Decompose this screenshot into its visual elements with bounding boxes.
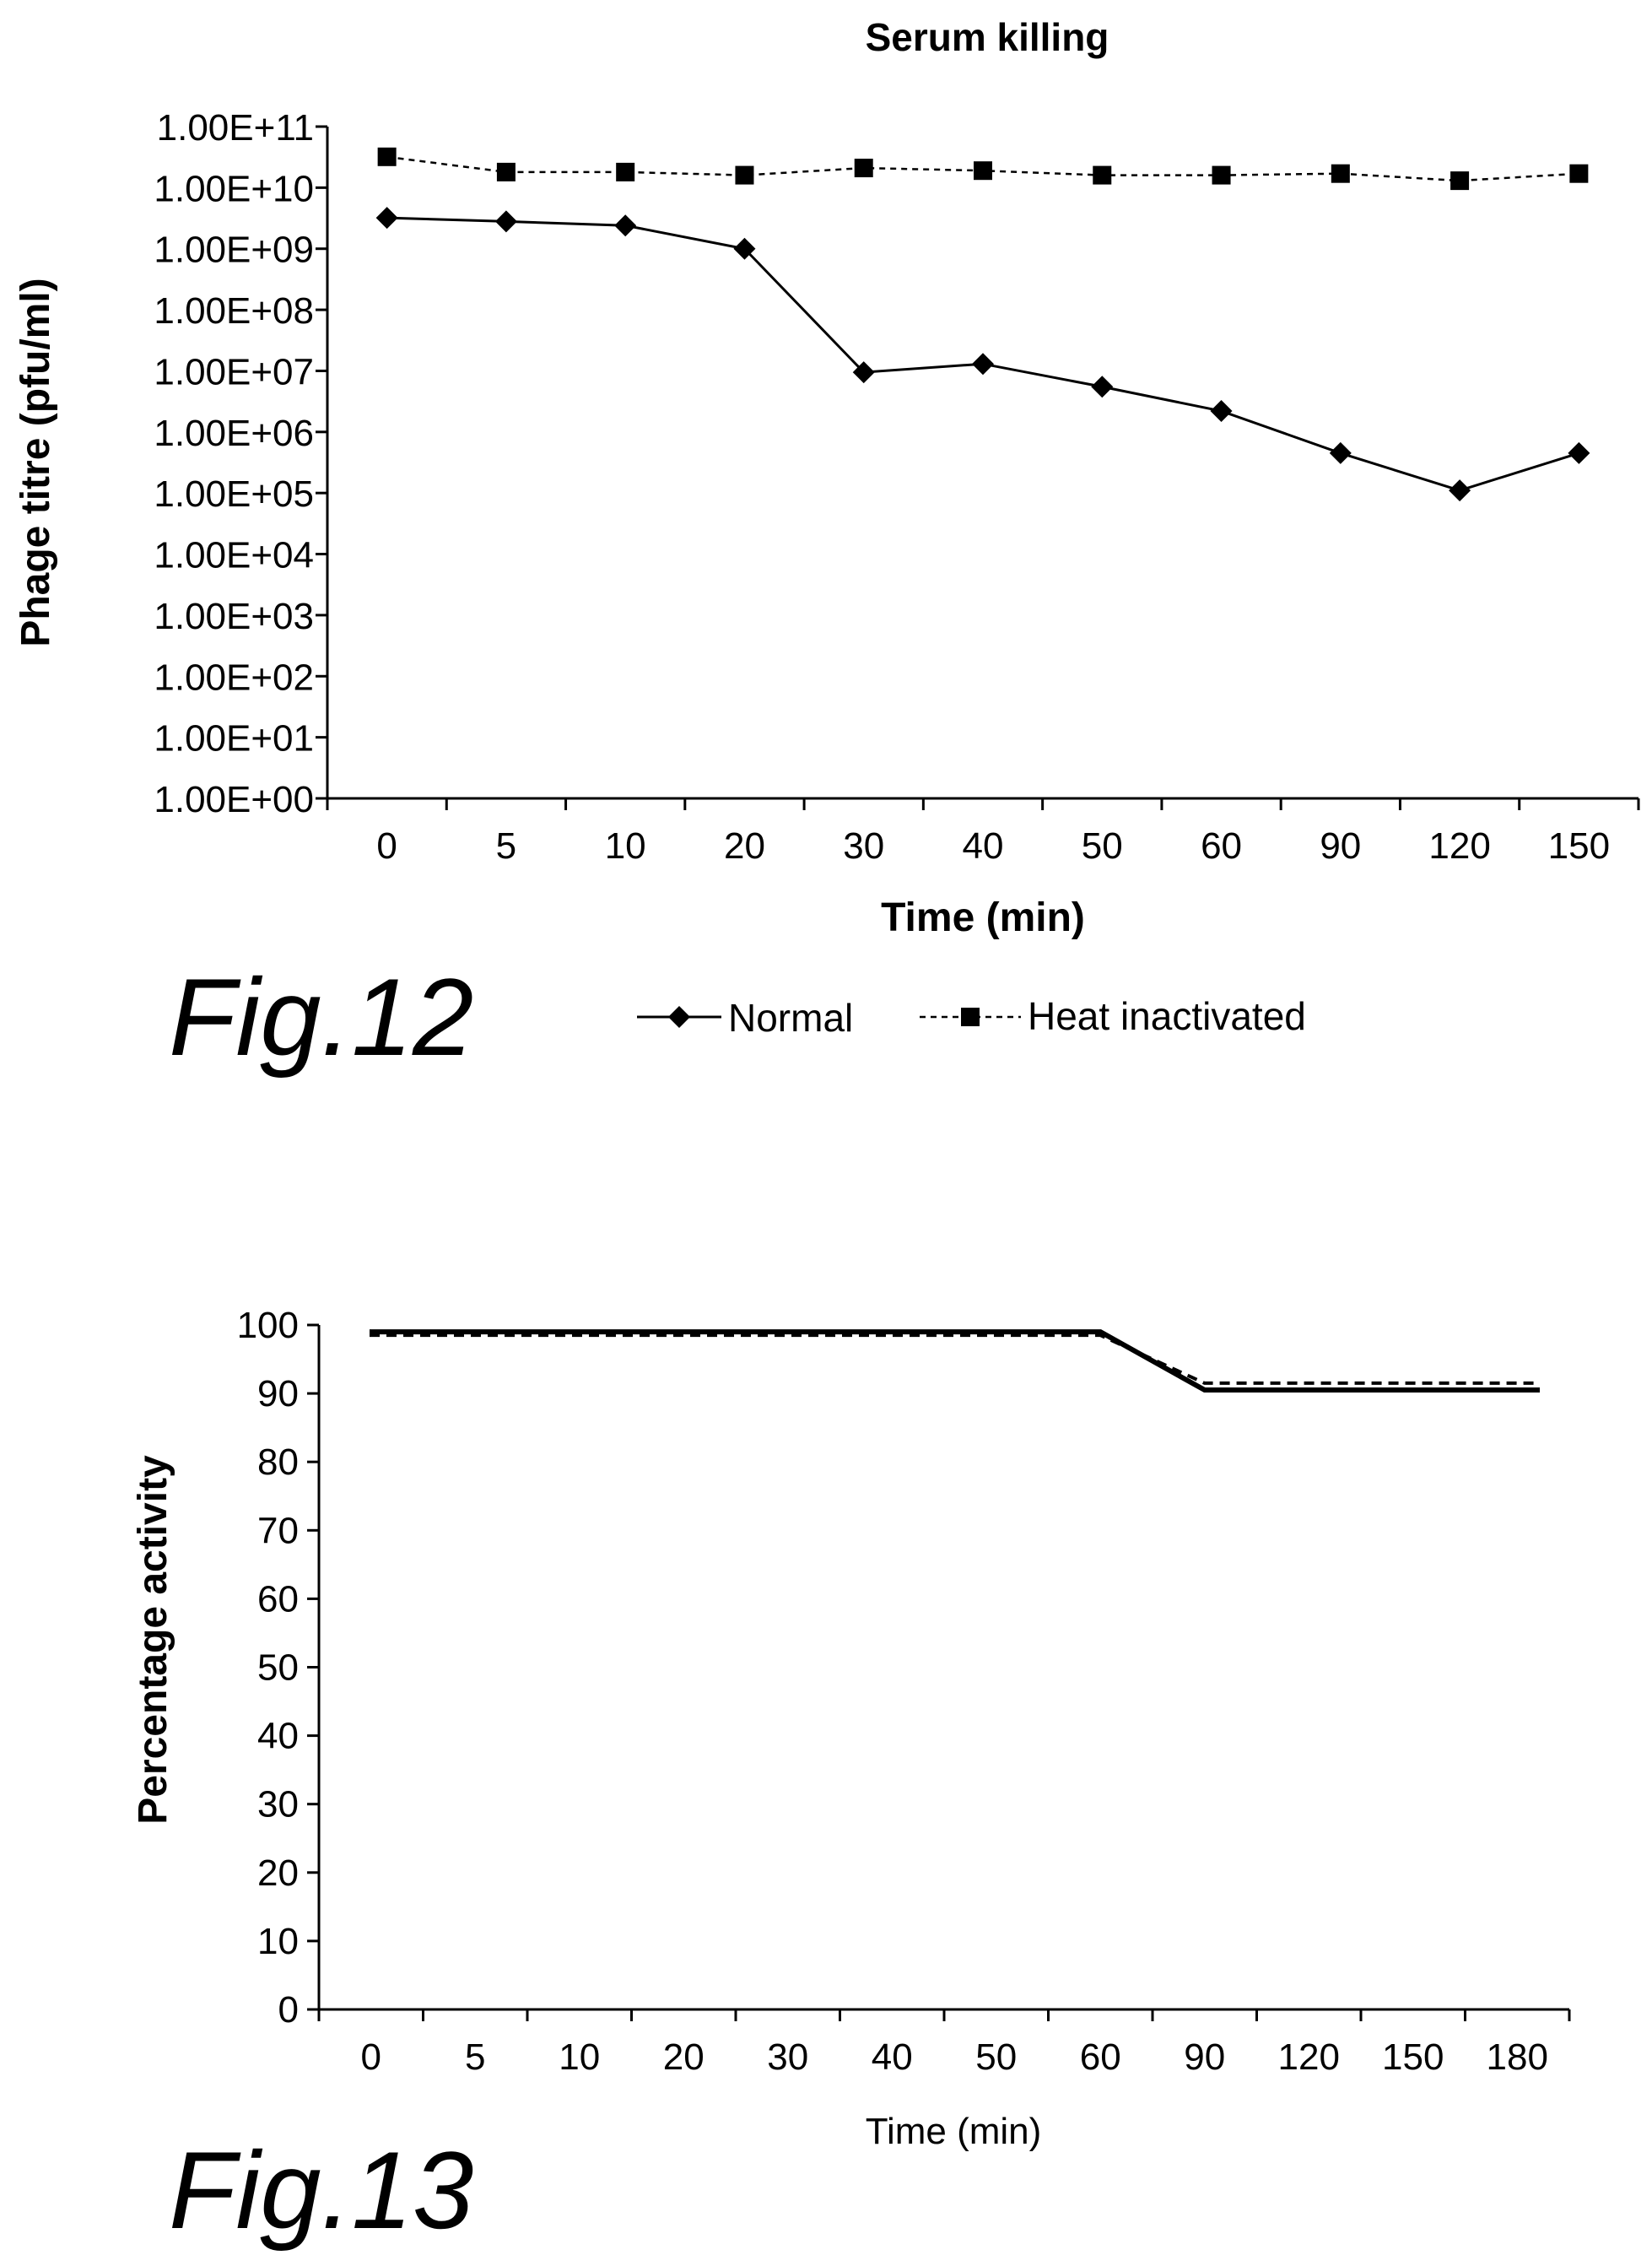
fig13-series [370,1329,1540,1393]
fig13-y-tick-label: 30 [257,1784,299,1825]
fig12-point-normal [852,361,875,384]
fig12-x-tick-label: 10 [605,825,646,867]
fig12-y-ticks: 1.00E+00 1.00E+01 1.00E+02 1.00E+03 1.00E+04… [154,107,327,820]
fig12-x-tick-label: 150 [1548,825,1610,867]
fig12-point-heat-inactivated [1569,164,1589,183]
fig13-figure-label: Fig.13 [169,2128,473,2252]
fig12-y-tick-label: 1.00E+11 [157,107,314,149]
fig12-point-normal [494,210,517,233]
fig13-y-tick-label: 20 [257,1852,299,1894]
fig12-point-heat-inactivated [616,162,635,181]
fig12-point-heat-inactivated [1212,165,1231,185]
fig12-y-tick-label: 1.00E+07 [154,351,314,392]
fig13-series-line-2 [370,1333,1540,1385]
fig12-y-tick-label: 1.00E+04 [154,535,314,576]
fig12-series [375,147,1590,502]
fig13-y-tick-label: 100 [237,1305,299,1346]
fig12-point-heat-inactivated [974,161,992,181]
fig13-x-tick-label: 180 [1487,2036,1548,2078]
fig12-point-normal [1091,376,1114,398]
fig12-x-tick-label: 20 [724,825,765,867]
fig12-x-ticks: 0 5 10 20 30 40 50 60 90 120 150 [326,798,1640,867]
fig13-y-tick-label: 40 [257,1716,299,1757]
fig13-x-tick-label: 0 [361,2036,381,2078]
fig13-x-tick-label: 90 [1184,2036,1225,2078]
fig13-y-axis-title: Percentage activity [131,1455,175,1825]
fig12-x-axis-title: Time (min) [881,895,1085,940]
fig13-x-tick-label: 20 [663,2036,705,2078]
fig13-y-tick-label: 0 [278,1989,299,2031]
fig13-x-tick-label: 30 [767,2036,808,2078]
fig13-y-tick-label: 60 [257,1578,299,1620]
fig13-y-tick-label: 10 [257,1921,299,1962]
legend-heat-label: Heat inactivated [1028,994,1306,1038]
fig13-y-tick-label: 50 [257,1647,299,1689]
fig12-x-tick-label: 60 [1201,825,1242,867]
fig12-y-tick-label: 1.00E+02 [154,657,314,698]
legend-heat-marker [961,1008,980,1026]
fig13-x-axis-title: Time (min) [866,2111,1042,2152]
fig12-x-tick-label: 90 [1320,825,1361,867]
fig12-x-tick-label: 40 [963,825,1004,867]
fig12-y-tick-label: 1.00E+03 [154,596,314,637]
legend-item-heat-inactivated: Heat inactivated [920,994,1306,1038]
fig12-y-tick-label: 1.00E+00 [154,779,314,820]
fig13-x-tick-label: 40 [872,2036,913,2078]
fig12-x-tick-label: 120 [1428,825,1490,867]
fig13-y-tick-label: 90 [257,1373,299,1414]
fig12-point-normal [1329,441,1352,464]
fig13-y-tick-label: 80 [257,1441,299,1483]
legend-normal-label: Normal [728,996,853,1040]
fig13-y-ticks: 0 10 20 30 40 50 60 70 80 90 100 [237,1305,319,2031]
fig12-point-heat-inactivated [1450,171,1470,191]
fig12-point-heat-inactivated [1331,164,1350,183]
fig12-point-normal [375,207,398,230]
fig12-y-tick-label: 1.00E+01 [154,718,314,760]
fig12-y-tick-label: 1.00E+09 [154,230,314,271]
fig12-point-heat-inactivated [1093,165,1112,185]
fig12-x-tick-label: 0 [376,825,397,867]
fig13-x-ticks: 0 5 10 20 30 40 50 60 90 120 150 180 [317,2009,1571,2078]
fig12-legend: Normal Heat inactivated [637,994,1306,1040]
fig12-x-tick-label: 5 [496,825,516,867]
fig12-series-normal [375,207,1590,502]
fig12-point-normal [1568,441,1590,464]
fig12-chart-title: Serum killing [866,15,1109,59]
fig13-chart: 0 10 20 30 40 50 60 70 80 90 100 0 5 10 20 30 40 50 60 90 1… [131,1305,1571,2252]
fig12-y-tick-label: 1.00E+10 [154,168,314,209]
fig12-point-normal [1210,400,1233,423]
fig13-x-tick-label: 150 [1382,2036,1444,2078]
fig13-x-tick-label: 10 [559,2036,600,2078]
fig13-x-tick-label: 50 [975,2036,1017,2078]
fig12-point-normal [1449,479,1471,502]
legend-item-normal: Normal [637,996,853,1040]
fig12-point-normal [972,353,994,376]
fig12-y-axis-title: Phage titre (pfu/ml) [13,278,58,646]
fig13-x-tick-label: 60 [1080,2036,1121,2078]
fig12-y-tick-label: 1.00E+06 [154,413,314,454]
fig12-point-heat-inactivated [854,159,873,178]
fig12-y-tick-label: 1.00E+05 [154,473,314,515]
fig13-x-tick-label: 120 [1278,2036,1340,2078]
fig12-chart: Serum killing 1.00E+001.00E+011.00E+021.… [13,15,1640,1079]
fig12-point-heat-inactivated [496,162,516,181]
fig12-point-heat-inactivated [735,165,754,185]
fig12-x-tick-label: 30 [843,825,884,867]
fig12-point-normal [733,237,756,260]
legend-normal-marker [668,1006,690,1028]
fig12-point-heat-inactivated [377,147,397,166]
fig12-series-heat-inactivated [377,147,1589,191]
fig13-x-tick-label: 5 [465,2036,485,2078]
fig12-figure-label: Fig.12 [169,955,473,1079]
fig13-series-line-1 [370,1329,1540,1393]
fig12-point-normal [614,214,637,237]
fig12-y-tick-label: 1.00E+08 [154,290,314,332]
fig13-y-tick-label: 70 [257,1510,299,1551]
fig12-x-tick-label: 50 [1082,825,1123,867]
